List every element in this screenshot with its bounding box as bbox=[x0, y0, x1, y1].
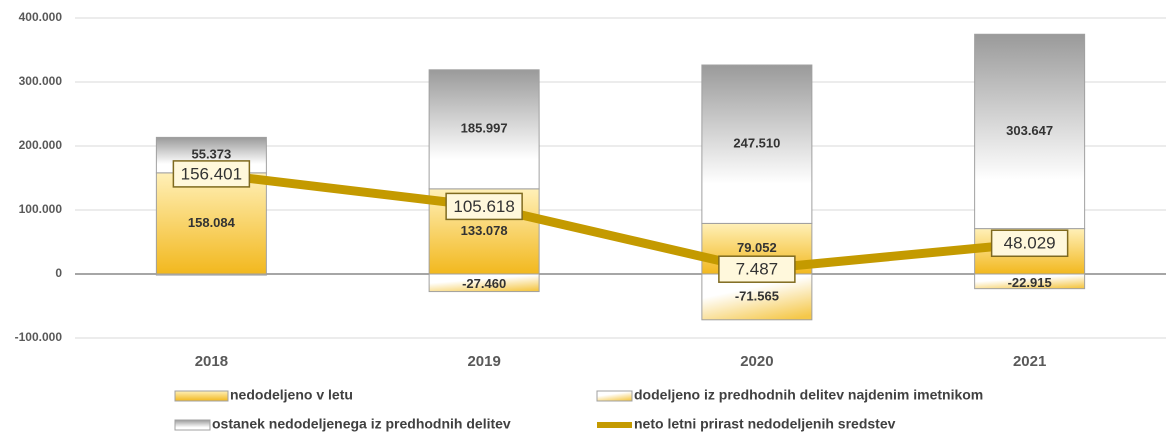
legend-label: nedodeljeno v letu bbox=[230, 387, 353, 403]
y-tick-label: -100.000 bbox=[15, 330, 63, 344]
bar-segment bbox=[428, 273, 540, 293]
data-label-box bbox=[990, 229, 1069, 258]
y-tick-label: 0 bbox=[55, 266, 62, 280]
line-series bbox=[210, 169, 1031, 274]
legend-swatch bbox=[596, 390, 633, 402]
legend-swatch bbox=[174, 390, 229, 402]
legend-swatch bbox=[174, 419, 211, 431]
data-label: 247.510 bbox=[733, 136, 780, 151]
y-tick-label: 100.000 bbox=[19, 202, 63, 216]
data-label: -22.915 bbox=[1008, 275, 1052, 290]
data-label: 133.078 bbox=[461, 223, 508, 238]
data-label: 79.052 bbox=[737, 240, 777, 255]
data-label: 185.997 bbox=[461, 121, 508, 136]
bar-segment bbox=[974, 33, 1086, 230]
x-tick-label: 2021 bbox=[1013, 353, 1046, 370]
y-tick-label: 400.000 bbox=[19, 10, 63, 24]
data-label: 156.401 bbox=[181, 164, 242, 183]
bar-segment bbox=[155, 273, 267, 276]
data-label-box bbox=[172, 160, 251, 188]
y-tick-label: 300.000 bbox=[19, 74, 63, 88]
bar-segment bbox=[428, 69, 540, 190]
data-label-box bbox=[718, 255, 796, 283]
data-label: 7.487 bbox=[736, 260, 779, 279]
y-tick-label: 200.000 bbox=[19, 138, 63, 152]
legend-label: dodeljeno iz predhodnih delitev najdenim… bbox=[634, 387, 983, 403]
x-tick-label: 2019 bbox=[467, 353, 500, 370]
data-label: -71.565 bbox=[735, 288, 779, 303]
bar-segment bbox=[974, 273, 1086, 290]
x-tick-label: 2018 bbox=[195, 353, 228, 370]
legend-label: ostanek nedodeljenega iz predhodnih deli… bbox=[212, 416, 511, 432]
data-label-box bbox=[445, 192, 523, 221]
legend-label: neto letni prirast nedodeljenih sredstev bbox=[634, 416, 896, 432]
data-label: 158.084 bbox=[188, 215, 236, 230]
data-label: 303.647 bbox=[1006, 123, 1053, 138]
data-label: 105.618 bbox=[453, 197, 514, 216]
data-label: -27.460 bbox=[462, 276, 506, 291]
bar-segment bbox=[701, 64, 813, 224]
data-label: 48.029 bbox=[1004, 234, 1056, 253]
data-label: 55.373 bbox=[191, 147, 231, 162]
x-tick-label: 2020 bbox=[740, 353, 773, 370]
